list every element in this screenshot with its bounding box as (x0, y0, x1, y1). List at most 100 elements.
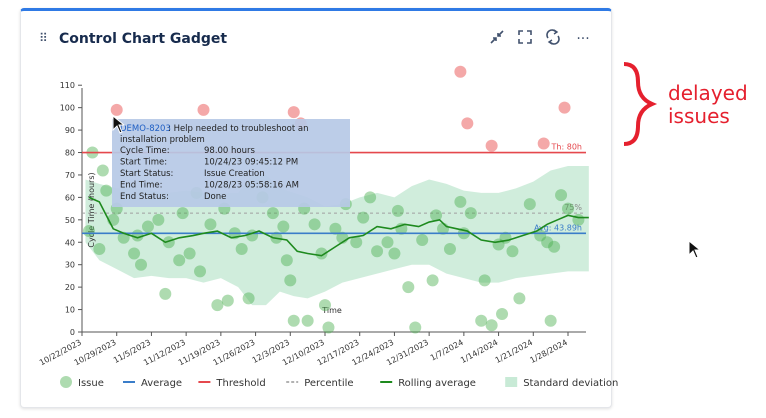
issue-point[interactable] (544, 314, 557, 327)
issue-point[interactable] (242, 292, 255, 305)
y-tick-label: 40 (65, 238, 75, 247)
issue-point[interactable] (513, 292, 526, 305)
issue-point[interactable] (454, 195, 467, 208)
issue-point[interactable] (319, 299, 331, 312)
drag-handle-icon[interactable]: ⠿ (39, 31, 48, 45)
issue-point[interactable] (357, 211, 370, 224)
issue-point[interactable] (430, 209, 443, 222)
issue-point[interactable] (183, 247, 196, 260)
issue-point[interactable] (221, 294, 234, 307)
legend-label: Average (141, 378, 182, 389)
issue-point[interactable] (301, 314, 314, 327)
delayed-issue-point[interactable] (537, 137, 550, 150)
delayed-issue-point[interactable] (110, 103, 123, 116)
tooltip-box (112, 119, 350, 207)
issue-point[interactable] (416, 234, 429, 247)
issue-point[interactable] (562, 202, 574, 215)
issue-point[interactable] (315, 247, 328, 260)
issue-point[interactable] (475, 314, 488, 327)
refresh-icon[interactable] (543, 29, 563, 49)
delayed-issue-point[interactable] (287, 106, 300, 119)
legend-label: Standard deviation (523, 378, 618, 389)
gadget-header: ⠿ Control Chart Gadget ··· (21, 11, 611, 55)
more-icon[interactable]: ··· (576, 31, 590, 47)
issue-point[interactable] (280, 254, 293, 267)
delayed-issues-annotation: delayed issues (668, 82, 748, 128)
issue-point[interactable] (162, 236, 175, 249)
tooltip-row-value: 10/28/23 05:58:16 AM (204, 181, 299, 191)
issue-point[interactable] (287, 314, 300, 327)
issue-point[interactable] (277, 220, 290, 233)
tooltip-summary: : Help needed to troubleshoot an (168, 124, 309, 134)
issue-point[interactable] (443, 242, 456, 255)
issue-point[interactable] (350, 236, 363, 249)
issue-point[interactable] (322, 321, 335, 334)
fullscreen-icon[interactable] (515, 29, 535, 49)
issue-point[interactable] (152, 213, 165, 226)
issue-point[interactable] (93, 242, 106, 255)
tooltip-row-value: 10/24/23 09:45:12 PM (204, 158, 298, 168)
issue-point[interactable] (159, 287, 172, 300)
mouse-cursor-icon (688, 240, 702, 259)
issue-point[interactable] (426, 274, 439, 287)
legend-stddev-swatch (505, 377, 518, 387)
issue-point[interactable] (173, 254, 186, 267)
chart-cursor-icon (112, 114, 126, 134)
issue-point[interactable] (371, 245, 384, 258)
issue-point[interactable] (523, 198, 536, 211)
issue-point[interactable] (485, 319, 498, 332)
delayed-issue-point[interactable] (197, 103, 210, 116)
issue-point[interactable] (128, 247, 141, 260)
issue-point[interactable] (548, 240, 561, 253)
delayed-issue-point[interactable] (461, 117, 474, 130)
delayed-issue-point[interactable] (485, 139, 498, 152)
issue-point[interactable] (96, 164, 109, 177)
issue-point[interactable] (409, 321, 422, 334)
issue-point[interactable] (478, 274, 491, 287)
minimize-icon[interactable] (487, 29, 507, 49)
issue-point[interactable] (541, 236, 554, 249)
issue-point[interactable] (284, 274, 297, 287)
annotation-line-1: delayed (668, 81, 748, 105)
issue-point[interactable] (388, 247, 401, 260)
legend-issue-swatch (60, 376, 72, 388)
legend-label: Percentile (304, 378, 353, 389)
issue-point[interactable] (464, 207, 477, 220)
tooltip-issue-key[interactable]: DEMO-8203 (120, 124, 171, 134)
issue-point[interactable] (329, 222, 342, 235)
average-label: Avg: 43.89h (534, 223, 582, 232)
issue-point[interactable] (308, 218, 321, 231)
issue-point[interactable] (135, 258, 148, 271)
delayed-issue-point[interactable] (454, 65, 467, 78)
issue-point[interactable] (141, 220, 154, 233)
tooltip-row-value: Issue Creation (204, 169, 265, 179)
issue-point[interactable] (82, 225, 95, 238)
y-tick-label: 60 (65, 193, 75, 202)
x-tick-label: 1/21/2024 (494, 338, 534, 365)
issue-point[interactable] (131, 229, 144, 242)
x-axis-label: Time (321, 306, 342, 315)
issue-point[interactable] (176, 207, 189, 220)
issue-point[interactable] (235, 242, 248, 255)
issue-point[interactable] (555, 189, 568, 202)
issue-point[interactable] (100, 184, 113, 197)
issue-point[interactable] (496, 308, 509, 321)
issue-point[interactable] (506, 245, 519, 258)
issue-point[interactable] (364, 191, 377, 204)
annotation-line-2: issues (668, 104, 730, 128)
issue-point[interactable] (381, 236, 394, 249)
y-tick-label: 80 (65, 149, 75, 158)
issue-point[interactable] (402, 281, 415, 294)
y-tick-label: 20 (65, 283, 75, 292)
delayed-issue-point[interactable] (558, 101, 571, 114)
issue-point[interactable] (211, 299, 224, 312)
issue-point[interactable] (204, 218, 217, 231)
issue-point[interactable] (266, 207, 279, 220)
issue-point[interactable] (194, 265, 207, 278)
legend-label: Rolling average (398, 378, 476, 389)
issue-point[interactable] (391, 204, 404, 217)
threshold-label: Th: 80h (551, 143, 582, 152)
y-tick-label: 50 (65, 216, 75, 225)
rolling-average-line (88, 196, 589, 257)
